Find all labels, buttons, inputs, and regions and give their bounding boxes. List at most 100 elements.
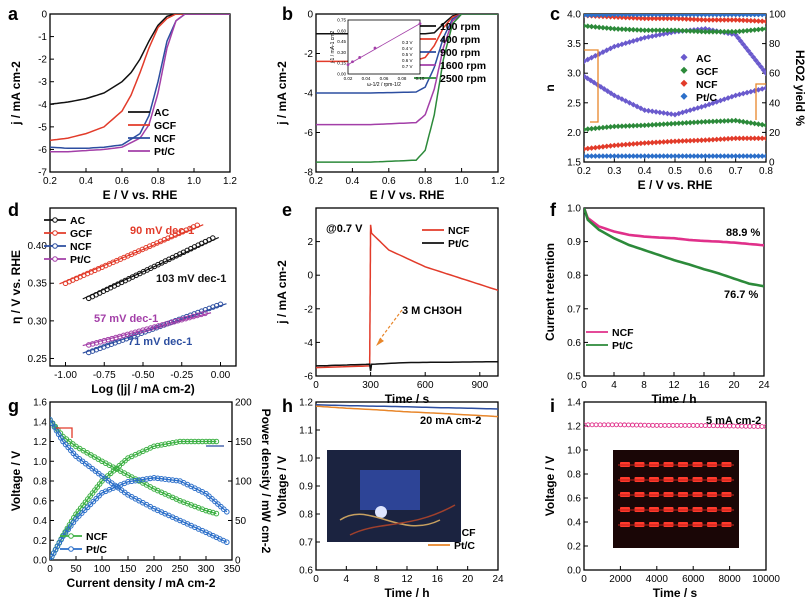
data-point — [721, 118, 728, 124]
x-tick-label: 0 — [313, 574, 319, 585]
data-point — [87, 501, 94, 508]
inset-x-tick-label: 0.04 — [362, 76, 371, 81]
current-density-label: 5 mA cm-2 — [706, 415, 761, 427]
inset-frame — [347, 19, 421, 75]
x-tick-label: 0.4 — [345, 176, 359, 187]
series-gcf-n — [584, 117, 766, 133]
data-point — [729, 153, 735, 159]
data-point — [740, 118, 747, 125]
y-tick-label: 0.9 — [567, 237, 581, 248]
data-point — [668, 27, 675, 34]
data-point — [740, 135, 747, 142]
data-point — [609, 422, 615, 428]
fit-line — [82, 236, 219, 300]
data-point — [744, 89, 750, 96]
data-point — [679, 27, 686, 34]
panel-letter: i — [550, 396, 555, 416]
data-point — [732, 117, 739, 124]
data-point — [759, 135, 766, 142]
data-point — [713, 118, 720, 125]
data-point — [592, 24, 599, 30]
panel-letter: c — [550, 4, 560, 24]
data-point — [653, 139, 659, 146]
data-point — [710, 118, 716, 125]
panel-g: g 0 50 100 150 200 250 300 350 Current density / … — [8, 396, 273, 590]
y-tick-label: 0.7 — [567, 304, 581, 315]
inset-x-label: ω-1/2 / rpm-1/2 — [367, 82, 401, 88]
x-tick-label: 0.6 — [115, 176, 129, 187]
y-axis-label: Voltage / V — [9, 451, 23, 511]
data-point — [687, 119, 693, 126]
inset-data-point — [418, 22, 422, 25]
series-ncf — [82, 301, 227, 356]
data-point — [584, 146, 587, 152]
data-point — [713, 153, 720, 159]
methanol-arrowhead — [376, 338, 384, 346]
data-point — [224, 539, 230, 546]
data-point — [706, 28, 712, 35]
data-point — [638, 15, 644, 22]
inset-data-point — [358, 56, 362, 59]
y-tick-label: 4.0 — [567, 10, 581, 21]
inset-y-tick-label: 0.45 — [337, 39, 346, 44]
plot-frame — [583, 401, 767, 571]
legend-marker — [52, 217, 58, 223]
data-point — [725, 118, 731, 124]
data-point — [622, 153, 629, 159]
data-point — [683, 138, 690, 144]
data-point — [694, 16, 701, 23]
x-tick-label: 0.2 — [43, 176, 57, 187]
data-point — [619, 26, 625, 32]
data-point — [603, 124, 610, 131]
x-tick-label: -0.25 — [170, 370, 193, 381]
series-ncf — [584, 208, 764, 247]
data-point — [763, 424, 766, 430]
data-point — [645, 27, 652, 34]
data-point — [654, 422, 660, 428]
data-point — [691, 137, 697, 144]
series-2500-rpm — [316, 14, 498, 163]
x-tick-label: 0.6 — [382, 176, 396, 187]
inset-legend-label: 0.6 V — [402, 58, 413, 63]
data-point — [748, 88, 754, 95]
y-tick-label: 0.35 — [28, 279, 48, 290]
data-point — [596, 153, 602, 159]
data-point — [717, 118, 724, 124]
data-point — [721, 17, 728, 23]
data-point — [638, 27, 644, 33]
y-axis: 1.5 2.0 2.5 3.0 3.5 4.0 n — [543, 10, 588, 169]
data-point — [740, 14, 747, 18]
data-point — [683, 153, 690, 159]
data-point — [748, 17, 754, 24]
data-point — [622, 26, 629, 33]
legend-marker — [52, 243, 58, 249]
y-tick-label: 0.6 — [567, 338, 581, 349]
data-point — [657, 139, 663, 145]
y-tick-label: -3 — [38, 77, 47, 88]
x-tick-label: 6000 — [682, 574, 705, 585]
data-point — [607, 124, 614, 130]
x-axis-label: E / V vs. RHE — [103, 188, 178, 202]
y-tick-label: 0.4 — [33, 516, 47, 527]
legend-label: Pt/C — [612, 340, 633, 352]
x-tick-label: 600 — [417, 380, 434, 391]
legend-label: 400 rpm — [440, 34, 480, 46]
plot-area — [316, 404, 498, 418]
y-tick-label: -4 — [38, 100, 47, 111]
data-point — [732, 31, 739, 38]
x-tick-label: 8 — [374, 574, 380, 585]
data-point — [657, 31, 663, 38]
data-point — [650, 422, 656, 428]
data-point — [630, 14, 637, 18]
data-point — [660, 27, 667, 34]
data-point — [664, 121, 671, 127]
data-point — [725, 153, 731, 159]
data-point — [649, 15, 656, 22]
data-point — [755, 14, 762, 18]
x-axis-label: E / V vs. RHE — [638, 178, 713, 192]
data-point — [702, 17, 709, 23]
data-point — [641, 140, 648, 146]
